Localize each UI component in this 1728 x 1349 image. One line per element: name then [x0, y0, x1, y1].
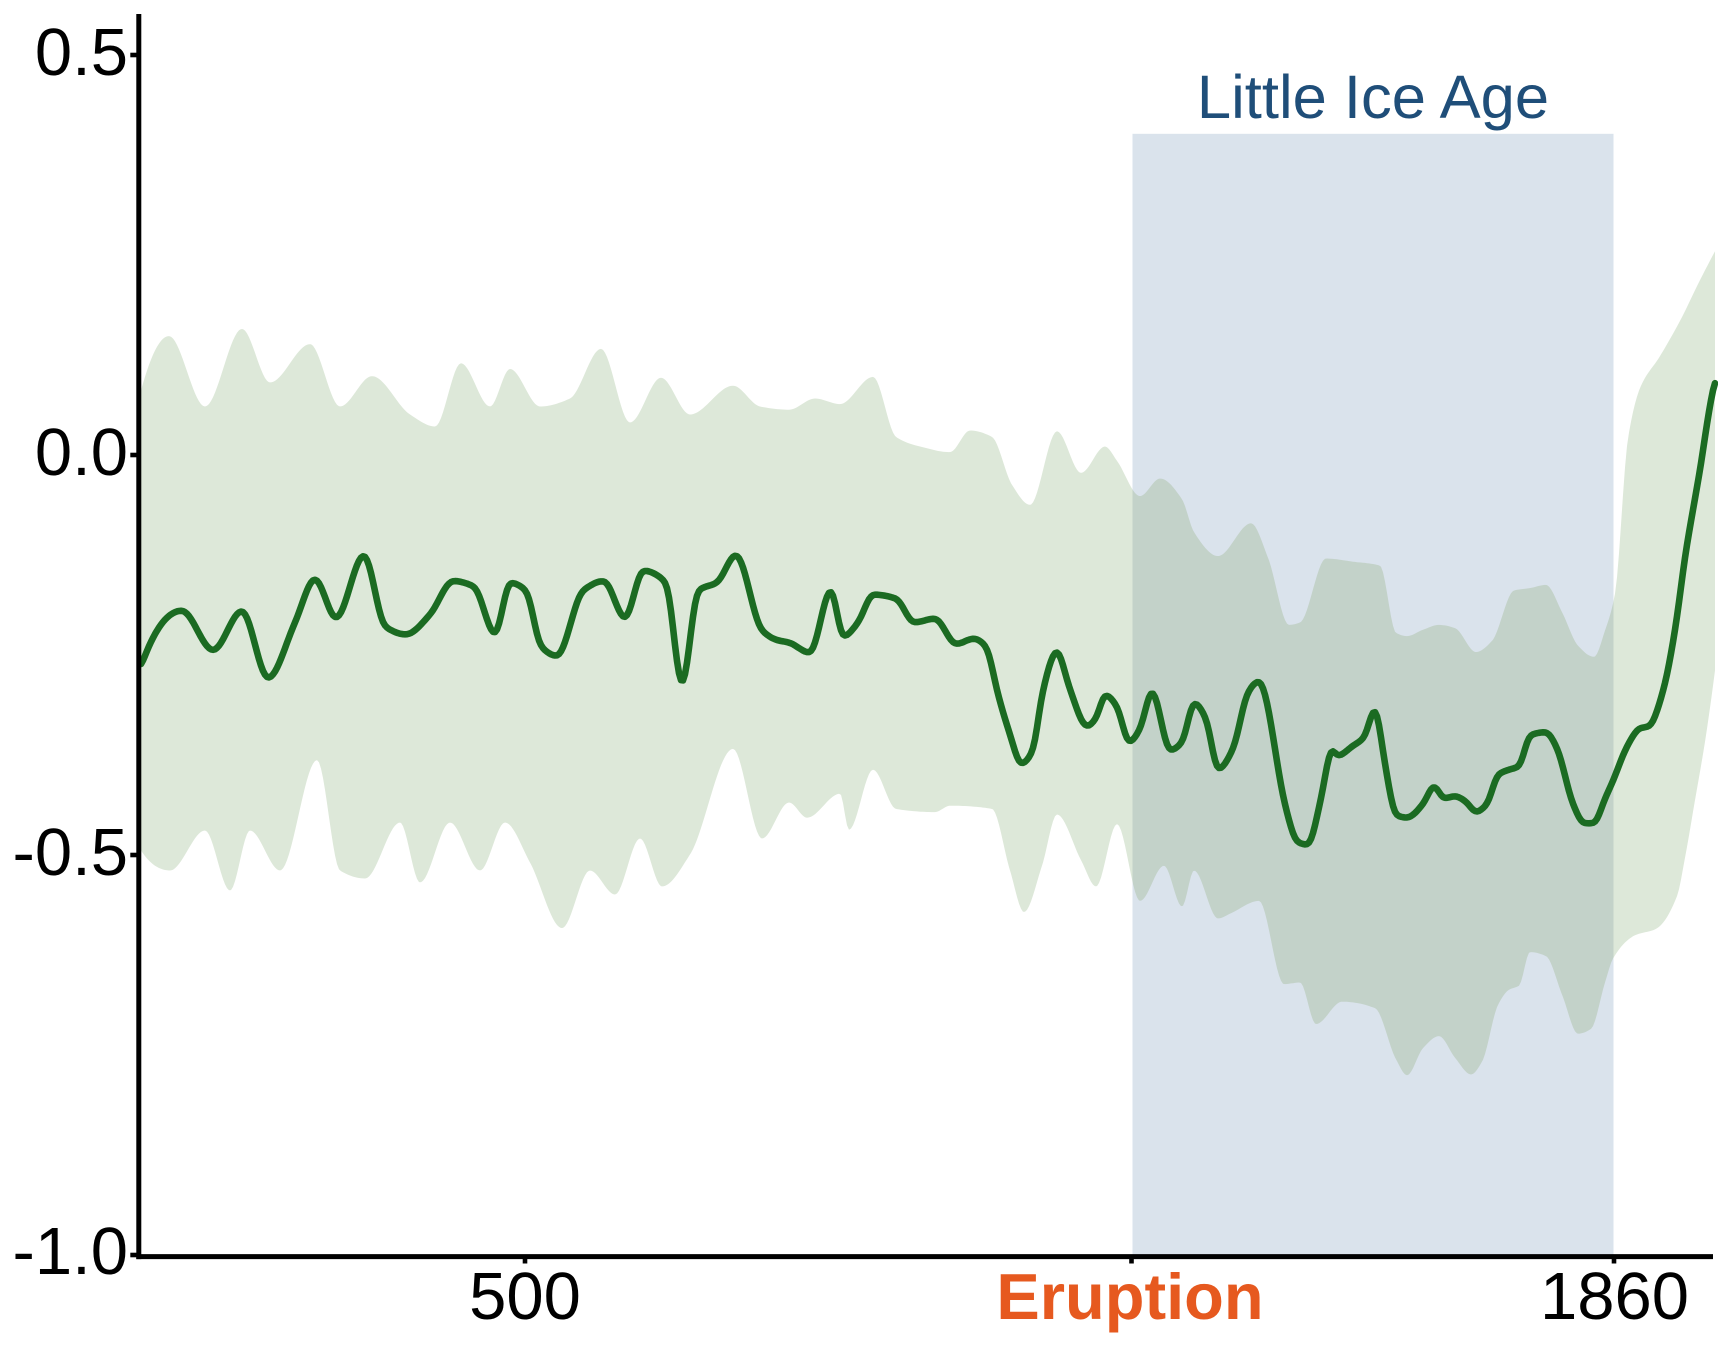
svg-text:0.5: 0.5	[35, 15, 128, 90]
svg-text:Little Ice Age: Little Ice Age	[1197, 63, 1549, 132]
svg-text:0.0: 0.0	[35, 415, 128, 490]
svg-text:1860: 1860	[1540, 1259, 1689, 1334]
svg-text:-0.5: -0.5	[13, 815, 128, 890]
svg-text:500: 500	[469, 1259, 581, 1334]
svg-text:Eruption: Eruption	[996, 1260, 1263, 1333]
svg-text:-1.0: -1.0	[13, 1214, 128, 1289]
